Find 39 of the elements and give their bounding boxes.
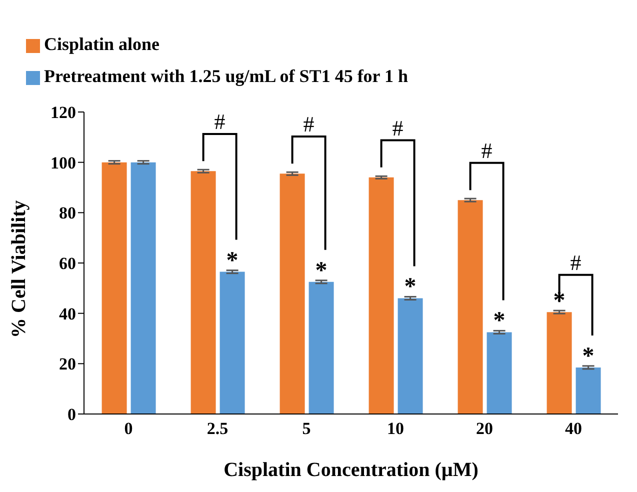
bar <box>190 171 216 414</box>
bar <box>486 332 512 414</box>
y-tick-label: 100 <box>50 153 76 172</box>
legend-label: Pretreatment with 1.25 ug/mL of ST1 45 for 1 h <box>44 66 408 86</box>
x-tick-label: 10 <box>387 419 404 438</box>
bar <box>308 282 334 414</box>
bar <box>368 177 394 414</box>
bar <box>398 298 423 414</box>
y-tick-label: 120 <box>50 103 76 122</box>
y-axis-title: % Cell Viability <box>8 200 30 338</box>
x-tick-label: 5 <box>302 419 311 438</box>
x-tick-label: 0 <box>124 419 133 438</box>
annotation: # <box>570 250 582 275</box>
x-axis-title: Cisplatin Concentration (µM) <box>224 459 478 481</box>
x-tick-label: 40 <box>565 419 582 438</box>
y-tick-label: 80 <box>59 204 76 223</box>
annotation: * <box>226 248 238 274</box>
y-tick-label: 40 <box>59 304 76 324</box>
annotation: # <box>392 115 404 140</box>
y-tick-label: 0 <box>68 405 76 424</box>
legend-label: Cisplatin alone <box>44 34 160 54</box>
annotation: # <box>481 138 492 163</box>
bar <box>220 272 245 414</box>
bar <box>130 162 156 414</box>
x-tick-label: 2.5 <box>206 419 228 438</box>
annotation: * <box>493 308 506 334</box>
bar <box>102 162 127 414</box>
annotation: * <box>582 343 594 370</box>
annotation: * <box>404 274 416 300</box>
annotation: # <box>214 108 226 134</box>
annotation: # <box>303 111 314 136</box>
y-tick-label: 60 <box>59 254 76 274</box>
y-tick-label: 20 <box>59 354 76 374</box>
bar <box>546 312 572 414</box>
annotation: * <box>315 258 328 284</box>
x-tick-label: 20 <box>476 419 493 438</box>
bar <box>576 367 601 414</box>
bar <box>458 200 483 414</box>
bar <box>280 174 305 414</box>
